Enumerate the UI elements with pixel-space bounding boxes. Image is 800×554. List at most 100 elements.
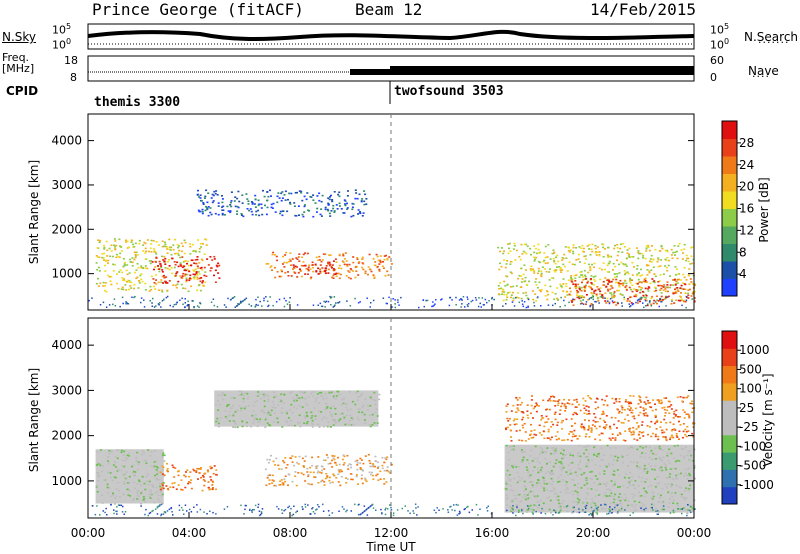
- power-echo-cell: [610, 280, 613, 283]
- velocity-colorbar-segment: [722, 382, 737, 401]
- velocity-echo-cell: [649, 465, 652, 467]
- velocity-echo-cell: [150, 450, 153, 453]
- power-sparse-cell: [601, 296, 603, 298]
- velocity-echo-cell: [361, 406, 364, 408]
- velocity-echo-cell: [101, 470, 104, 473]
- power-sparse-cell: [648, 301, 651, 304]
- velocity-echo-cell: [329, 411, 332, 413]
- velocity-echo-cell: [625, 473, 628, 475]
- velocity-echo-cell: [685, 497, 688, 499]
- power-sparse-cell: [521, 303, 524, 305]
- velocity-echo-cell: [639, 406, 642, 408]
- power-sparse-cell: [518, 301, 521, 304]
- velocity-echo-cell: [586, 482, 589, 485]
- velocity-echo-cell: [666, 452, 669, 454]
- velocity-echo-cell: [657, 438, 660, 441]
- velocity-echo-cell: [657, 476, 660, 478]
- power-echo-cell: [672, 251, 675, 254]
- power-echo-cell: [344, 252, 347, 254]
- velocity-echo-cell: [571, 425, 574, 427]
- velocity-echo-cell: [263, 396, 266, 398]
- velocity-echo-cell: [559, 505, 562, 508]
- power-echo-cell: [118, 256, 121, 259]
- velocity-sparse-cell: [315, 509, 317, 511]
- velocity-echo-cell: [570, 431, 573, 433]
- velocity-echo-cell: [351, 478, 354, 481]
- power-echo-cell: [164, 241, 166, 244]
- power-sparse-cell: [432, 305, 434, 307]
- power-echo-cell: [669, 284, 672, 286]
- velocity-echo-cell: [313, 476, 315, 478]
- velocity-echo-cell: [554, 435, 557, 437]
- velocity-echo-cell: [281, 407, 284, 409]
- velocity-echo-cell: [558, 506, 561, 508]
- power-echo-cell: [217, 205, 220, 207]
- velocity-echo-cell: [588, 412, 590, 415]
- power-echo-cell: [693, 297, 696, 299]
- power-sparse-cell: [366, 297, 368, 299]
- velocity-echo-cell: [570, 418, 573, 420]
- power-echo-cell: [674, 274, 677, 276]
- velocity-echo-cell: [677, 505, 680, 507]
- velocity-colorbar-tick-label: 100: [739, 382, 762, 396]
- velocity-sparse-cell: [396, 509, 399, 511]
- velocity-echo-cell: [291, 461, 294, 463]
- power-echo-cell: [654, 248, 657, 251]
- velocity-echo-cell: [576, 437, 579, 440]
- power-echo-cell: [174, 284, 177, 287]
- velocity-echo-cell: [304, 480, 307, 482]
- power-echo-cell: [305, 267, 308, 270]
- velocity-sparse-cell: [116, 513, 118, 515]
- power-echo-cell: [365, 198, 368, 200]
- power-echo-cell: [175, 286, 178, 289]
- power-echo-cell: [193, 262, 196, 264]
- velocity-echo-cell: [325, 397, 328, 399]
- velocity-echo-cell: [661, 460, 664, 462]
- velocity-echo-cell: [273, 407, 276, 409]
- velocity-echo-cell: [669, 498, 671, 500]
- power-echo-cell: [178, 245, 181, 247]
- power-sparse-cell: [433, 304, 435, 307]
- velocity-echo-cell: [628, 477, 631, 479]
- power-echo-cell: [148, 260, 151, 262]
- power-echo-cell: [687, 289, 690, 291]
- power-echo-cell: [199, 197, 202, 199]
- velocity-echo-cell: [256, 400, 259, 402]
- power-echo-cell: [299, 268, 301, 270]
- velocity-echo-cell: [542, 479, 545, 482]
- power-echo-cell: [123, 263, 126, 265]
- velocity-echo-cell: [183, 474, 186, 477]
- power-echo-cell: [506, 260, 509, 262]
- power-sparse-cell: [637, 298, 640, 301]
- velocity-echo-cell: [374, 403, 377, 406]
- power-echo-cell: [520, 281, 523, 283]
- velocity-sparse-cell: [689, 509, 691, 512]
- velocity-echo-cell: [571, 472, 574, 474]
- power-echo-cell: [581, 244, 584, 247]
- power-sparse-cell: [259, 300, 261, 303]
- velocity-echo-cell: [576, 511, 579, 514]
- velocity-y-tick-label: 1000: [51, 474, 82, 488]
- velocity-sparse-cell: [681, 508, 684, 510]
- velocity-echo-cell: [121, 459, 124, 462]
- velocity-echo-cell: [622, 498, 625, 501]
- velocity-echo-cell: [539, 446, 542, 449]
- velocity-echo-cell: [640, 480, 643, 483]
- power-echo-cell: [635, 295, 638, 298]
- power-echo-cell: [557, 260, 560, 263]
- velocity-echo-cell: [355, 392, 358, 394]
- power-echo-cell: [593, 290, 596, 292]
- power-echo-cell: [332, 260, 335, 262]
- velocity-echo-cell: [584, 435, 587, 438]
- power-echo-cell: [213, 274, 215, 277]
- velocity-sparse-cell: [160, 514, 162, 517]
- velocity-echo-cell: [282, 460, 285, 462]
- power-echo-cell: [556, 297, 559, 300]
- power-sparse-cell: [440, 299, 442, 301]
- velocity-sparse-cell: [651, 507, 653, 509]
- power-sparse-cell: [460, 306, 462, 308]
- velocity-echo-cell: [679, 508, 682, 510]
- velocity-echo-cell: [325, 454, 328, 456]
- velocity-echo-cell: [670, 483, 673, 486]
- velocity-echo-cell: [148, 493, 151, 496]
